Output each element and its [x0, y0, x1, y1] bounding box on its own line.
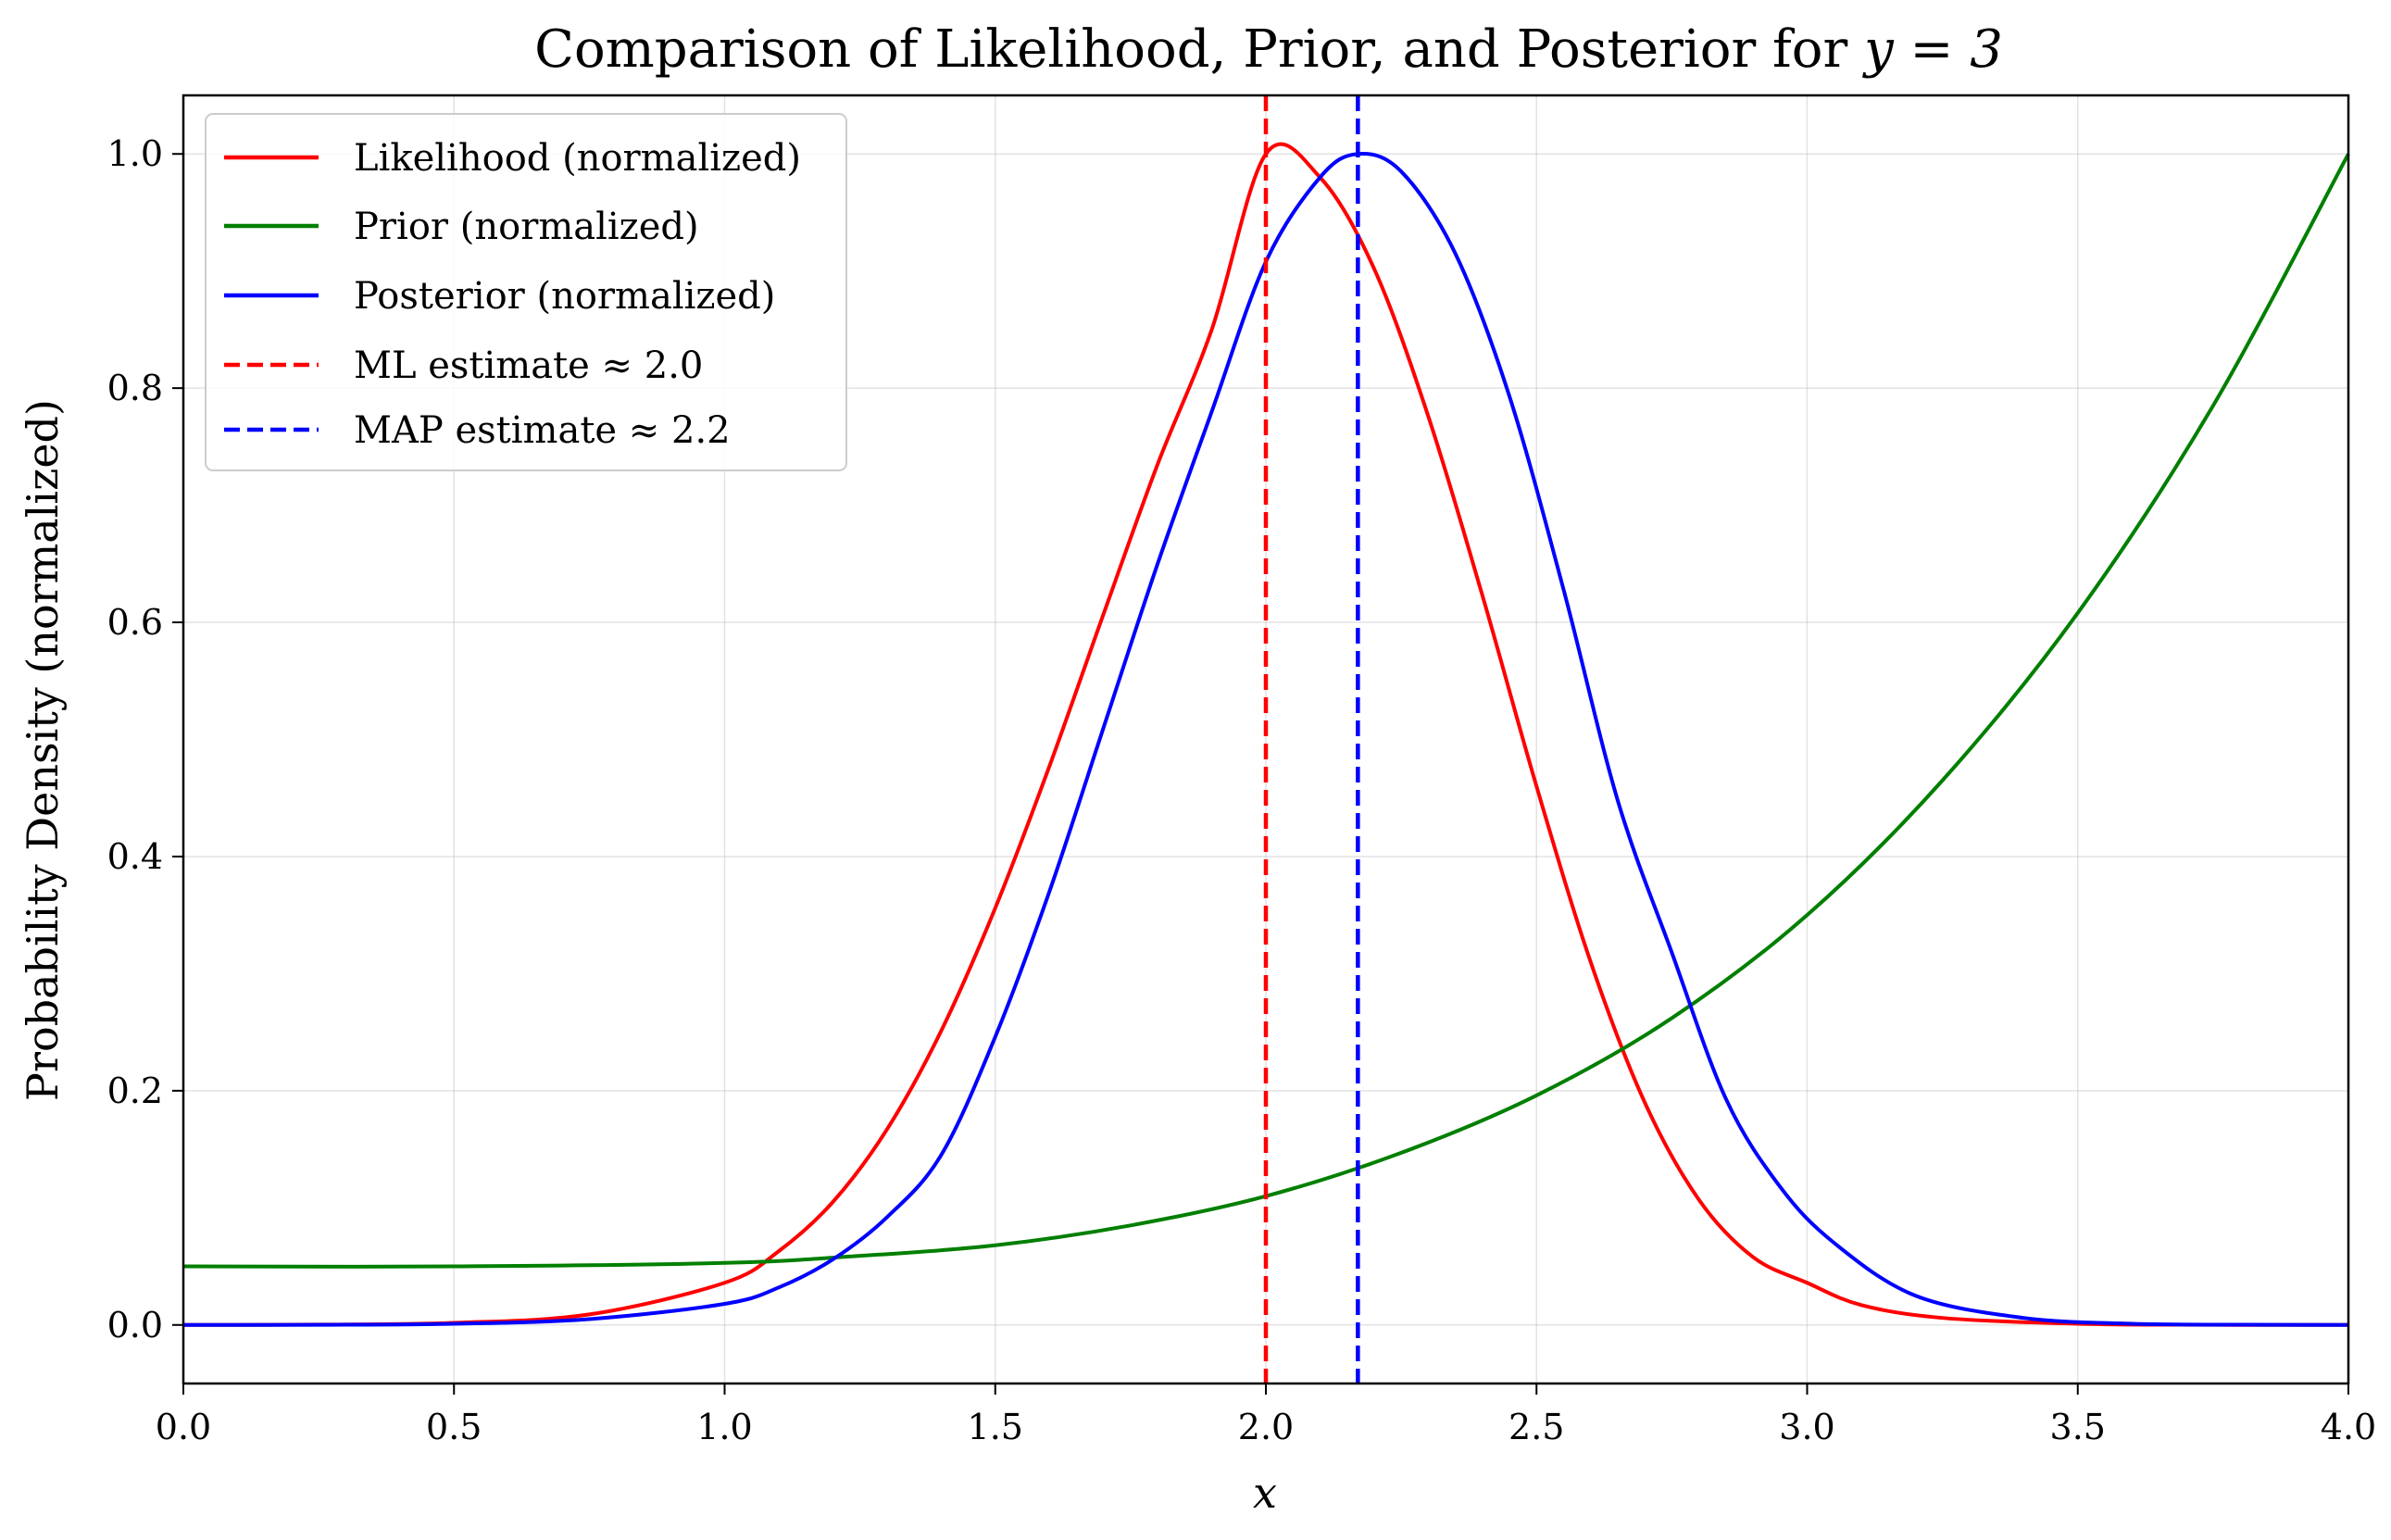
tick-layer: 0.0 0.5 1.0 1.5 2.0 2.5 3.0 3.5 4.0 0.0 0.2 0.4 0.6 0…: [107, 133, 2377, 1447]
series-line-likelihood: [182, 142, 2349, 1327]
x-tick-label: 0.5: [426, 1407, 482, 1447]
x-tick-label: 1.0: [696, 1407, 752, 1447]
y-tick-label: 0.8: [107, 368, 163, 408]
y-tick-label: 0.2: [107, 1070, 163, 1111]
x-tick-label: 3.5: [2050, 1407, 2106, 1447]
x-tick-label: 0.0: [156, 1407, 211, 1447]
x-tick-label: 3.0: [1779, 1407, 1834, 1447]
x-axis-label: x: [1253, 1468, 1277, 1518]
y-tick-label: 1.0: [107, 133, 163, 174]
legend-label: Likelihood (normalized): [354, 137, 801, 180]
y-tick-label: 0.0: [107, 1305, 163, 1346]
x-tick-label: 1.5: [968, 1407, 1023, 1447]
y-tick-label: 0.6: [107, 602, 163, 643]
series-line-prior: [182, 153, 2350, 1269]
series-line-posterior: [182, 152, 2349, 1327]
y-tick-label: 0.4: [107, 836, 163, 877]
series-layer: [182, 95, 2350, 1383]
legend-label: MAP estimate ≈ 2.2: [354, 409, 731, 452]
x-tick-label: 2.5: [1508, 1407, 1564, 1447]
legend-label: ML estimate ≈ 2.0: [354, 344, 703, 387]
legend: Likelihood (normalized) Prior (normalized…: [205, 113, 847, 471]
y-axis-label: Probability Density (normalized): [18, 399, 68, 1101]
legend-label: Prior (normalized): [354, 206, 699, 248]
legend-label: Posterior (normalized): [354, 275, 775, 318]
chart-title: Comparison of Likelihood, Prior, and Pos…: [534, 19, 2003, 80]
x-tick-label: 2.0: [1238, 1407, 1294, 1447]
legend-box: [205, 113, 847, 471]
x-tick-label: 4.0: [2321, 1407, 2376, 1447]
